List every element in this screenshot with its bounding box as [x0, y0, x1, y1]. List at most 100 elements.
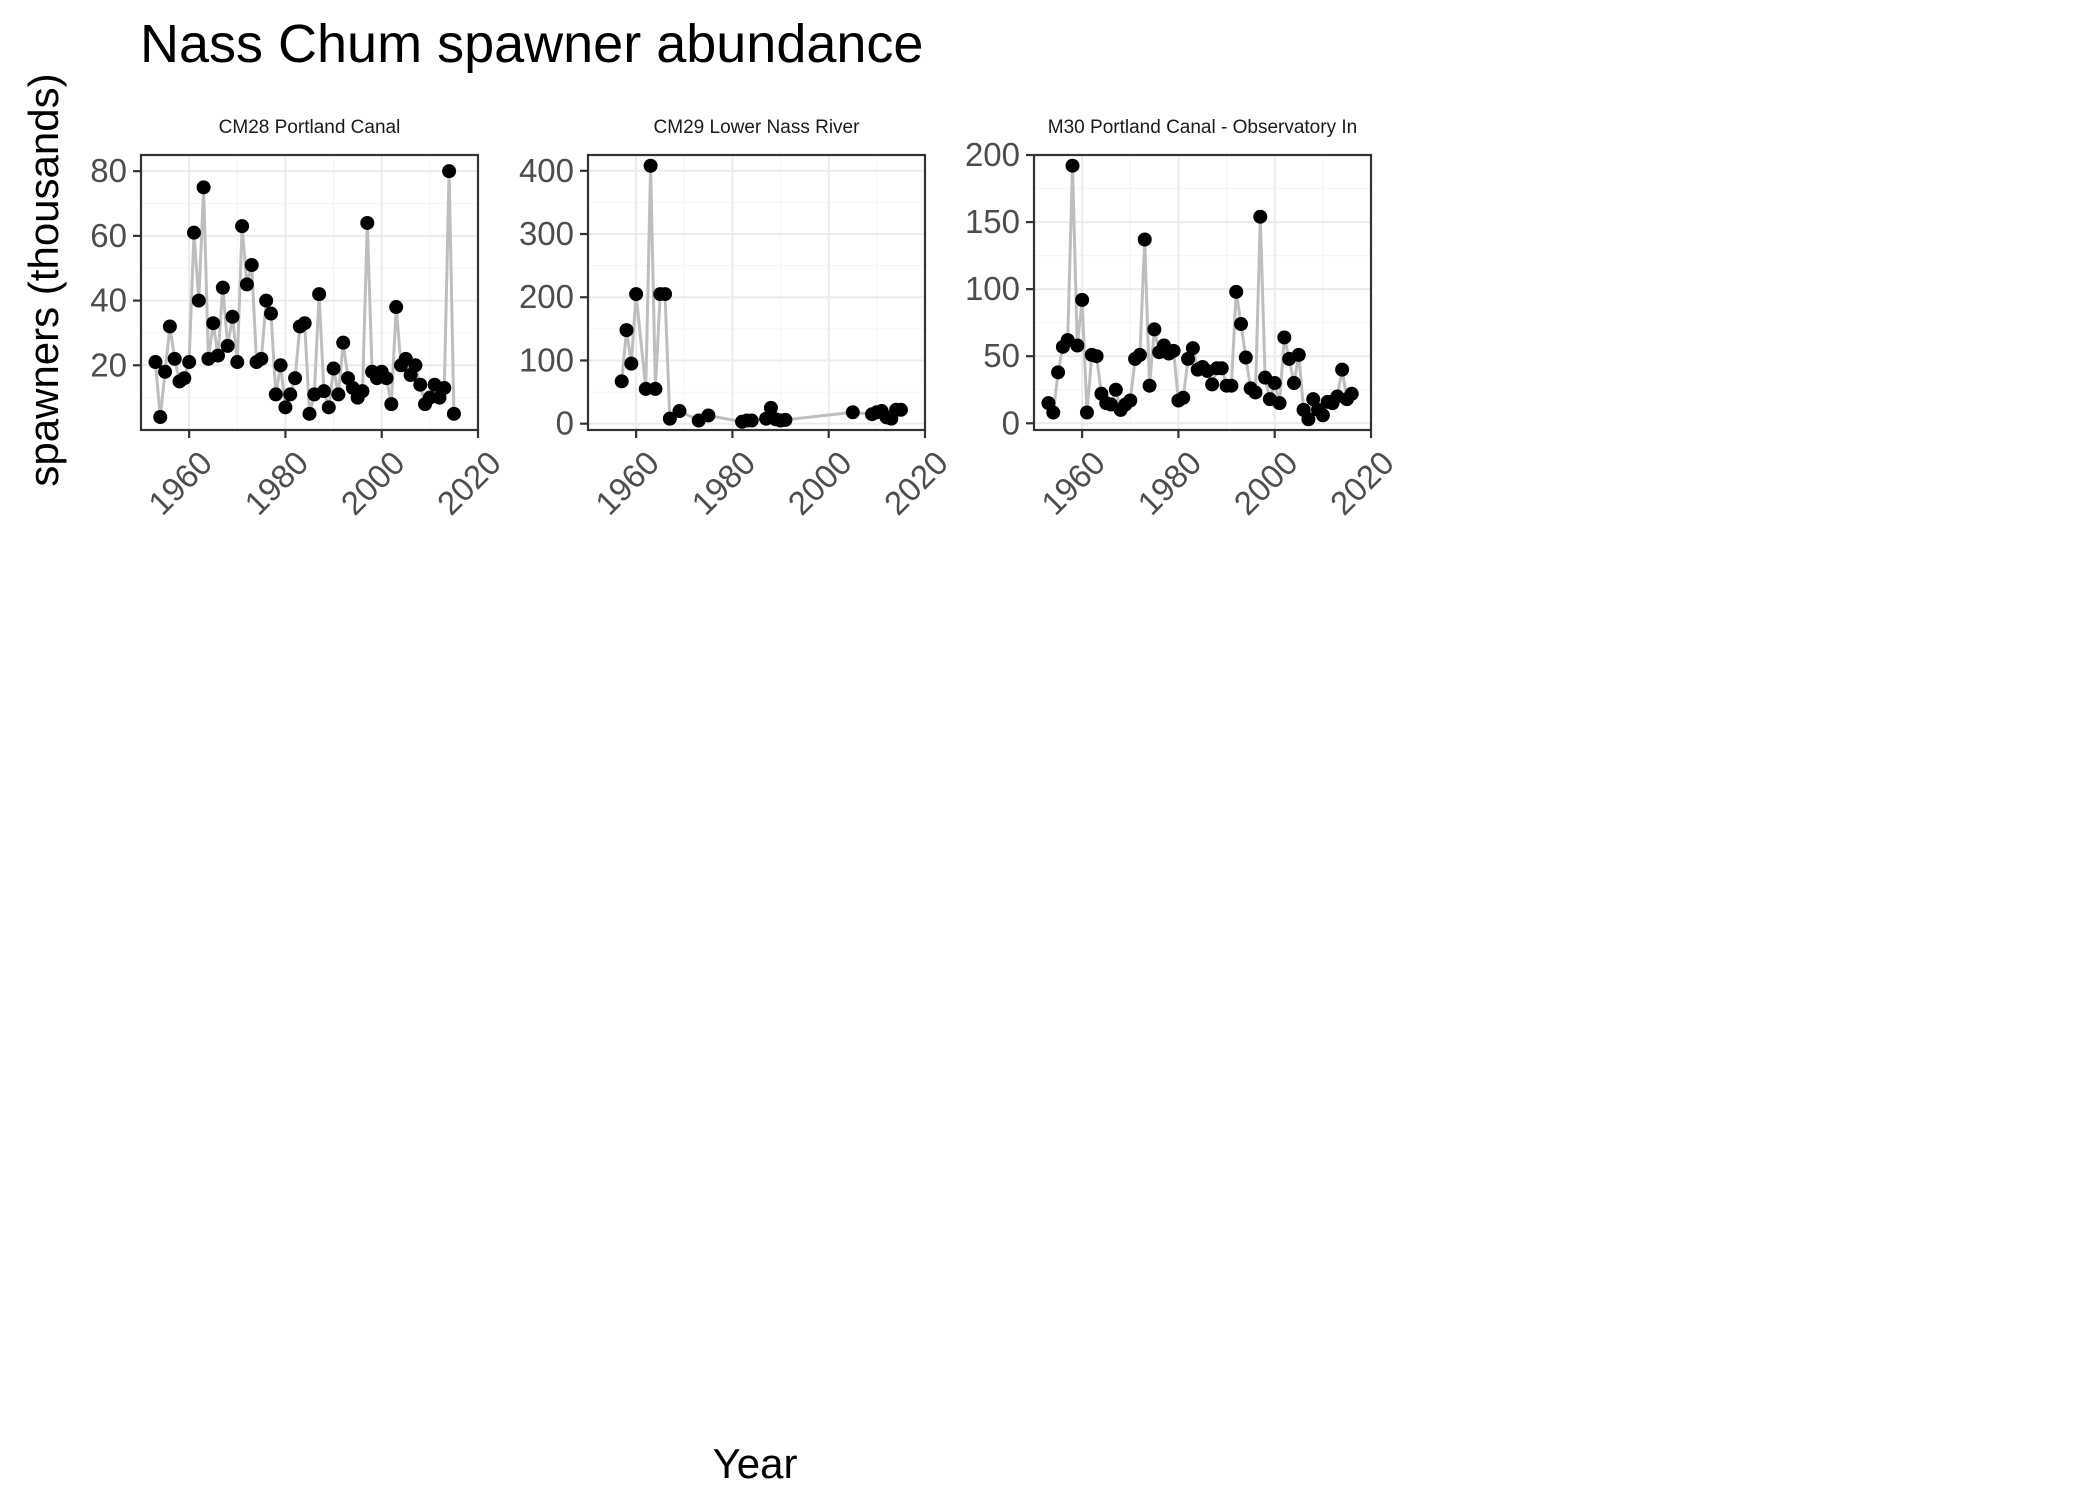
data-point	[446, 406, 461, 421]
data-point	[1335, 362, 1350, 377]
data-point	[384, 397, 399, 412]
x-tick-label: 1960	[141, 444, 219, 522]
y-tick-label: 300	[519, 215, 574, 252]
data-point	[1286, 376, 1301, 391]
data-point	[162, 319, 177, 334]
data-point	[191, 293, 206, 308]
data-point	[614, 374, 629, 389]
y-tick-label: 200	[519, 278, 574, 315]
data-point	[643, 158, 658, 173]
data-point	[778, 412, 793, 427]
data-point	[206, 316, 221, 331]
data-point	[182, 355, 197, 370]
data-point	[1291, 347, 1306, 362]
data-point	[302, 406, 317, 421]
data-point	[273, 358, 288, 373]
data-point	[629, 287, 644, 302]
grid	[1034, 155, 1371, 430]
x-tick-label: 2020	[1323, 444, 1401, 522]
data-point	[1051, 365, 1066, 380]
data-point	[1070, 338, 1085, 353]
data-point	[763, 400, 778, 415]
data-point	[158, 364, 173, 379]
x-tick-label: 2000	[1227, 444, 1305, 522]
data-point	[153, 410, 168, 425]
data-point	[278, 400, 293, 415]
y-tick-label: 40	[90, 282, 127, 319]
data-point	[239, 277, 254, 292]
data-point	[1205, 377, 1220, 392]
data-point	[1046, 405, 1061, 420]
panel-title: CM29 Lower Nass River	[654, 117, 861, 138]
y-tick-label: 150	[965, 203, 1020, 240]
data-point	[638, 381, 653, 396]
data-point	[1176, 390, 1191, 405]
data-point	[331, 387, 346, 402]
data-point	[220, 338, 235, 353]
data-point	[1075, 292, 1090, 307]
data-point	[1079, 405, 1094, 420]
x-tick-label: 1980	[1130, 444, 1208, 522]
y-axis-label: spawners (thousands)	[20, 73, 67, 486]
facet-panel-3: M30 Portland Canal - Observatory In 0 50 10…	[965, 117, 1401, 522]
data-point	[422, 390, 437, 405]
y-tick-label: 20	[90, 346, 127, 383]
data-point	[1234, 317, 1249, 332]
data-point	[648, 381, 663, 396]
x-tick-label: 2020	[430, 444, 508, 522]
data-point	[1214, 361, 1229, 376]
data-point	[1301, 412, 1316, 427]
data-point	[619, 323, 634, 338]
x-tick-label: 1960	[588, 444, 666, 522]
data-point	[321, 400, 336, 415]
data-point	[244, 258, 259, 272]
data-point	[1277, 330, 1292, 345]
data-point	[408, 358, 423, 373]
data-point	[1185, 341, 1200, 356]
data-point	[230, 355, 245, 370]
x-tick-label: 1980	[237, 444, 315, 522]
data-point	[186, 225, 201, 240]
data-point	[845, 405, 860, 420]
data-point	[148, 355, 163, 370]
y-tick-label: 400	[519, 152, 574, 189]
data-point	[177, 371, 192, 386]
data-point	[312, 287, 327, 302]
data-point	[1147, 322, 1162, 337]
data-point	[389, 300, 404, 315]
data-point	[701, 408, 716, 423]
data-point	[297, 316, 312, 331]
data-point	[1229, 284, 1244, 299]
y-tick-label: 80	[90, 152, 127, 189]
data-point	[672, 404, 687, 419]
data-point	[211, 348, 226, 363]
data-point	[658, 287, 673, 302]
data-point	[235, 219, 250, 234]
data-point	[268, 387, 283, 402]
x-tick-label: 2000	[781, 444, 859, 522]
y-tick-label: 0	[556, 405, 574, 442]
data-point	[1181, 351, 1196, 366]
data-point	[1166, 343, 1181, 358]
data-point	[196, 180, 211, 195]
data-point	[1315, 408, 1330, 423]
data-point	[1248, 385, 1263, 400]
panel-border	[586, 153, 927, 432]
data-point	[316, 384, 331, 399]
x-tick-label: 2000	[334, 444, 412, 522]
chart-title: Nass Chum spawner abundance	[140, 14, 923, 74]
data-point	[254, 351, 269, 366]
data-point	[893, 402, 908, 417]
data-point	[225, 309, 240, 324]
data-point	[288, 371, 303, 386]
data-point	[624, 356, 639, 371]
y-tick-label: 100	[519, 341, 574, 378]
x-axis-label: Year	[713, 1440, 798, 1487]
y-tick-label: 60	[90, 217, 127, 254]
data-point	[263, 306, 278, 321]
data-point	[1142, 378, 1157, 393]
data-point	[326, 361, 341, 376]
facet-panel-1: CM28 Portland Canal 20 40 60 80 1960 1980 2000 2…	[90, 117, 508, 522]
data-point	[360, 215, 375, 230]
